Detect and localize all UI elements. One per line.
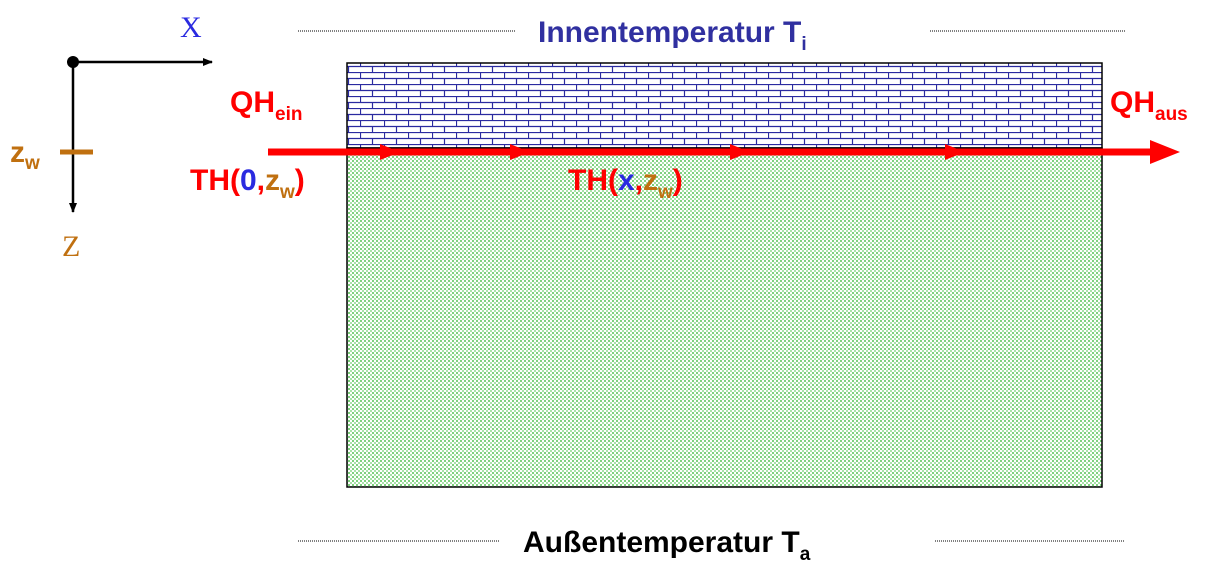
bottom-base: Außentemperatur T — [523, 526, 800, 559]
zw-base: z — [10, 136, 25, 169]
top-label: Innentemperatur Ti — [538, 16, 807, 55]
zw-label: zw — [10, 136, 40, 174]
flow-line — [268, 140, 1180, 164]
ground-layer — [346, 147, 1103, 488]
z-label: Z — [62, 230, 80, 263]
ts-suffix: ) — [295, 164, 305, 197]
zw-sub: w — [24, 153, 40, 174]
flow-in: QHein — [230, 86, 302, 125]
flow-out-sub: aus — [1155, 104, 1188, 125]
flow-out: QHaus — [1110, 86, 1188, 125]
flow-in-sub: ein — [275, 104, 302, 125]
tm-sep: , — [635, 164, 643, 197]
ts-sub: w — [279, 182, 295, 203]
ts-x: 0 — [240, 164, 257, 197]
flow-in-base: QH — [230, 86, 275, 119]
ts-prefix: TH( — [190, 164, 240, 197]
tm-z: z — [643, 164, 658, 197]
label-lines — [298, 30, 1125, 542]
wall-layer — [346, 62, 1103, 149]
ts-z: z — [265, 164, 280, 197]
bottom-sub: a — [800, 544, 811, 565]
top-base: Innentemperatur T — [538, 16, 801, 49]
flow-out-base: QH — [1110, 86, 1155, 119]
tm-x: x — [618, 164, 635, 197]
tm-suffix: ) — [673, 164, 683, 197]
tm-sub: w — [657, 182, 673, 203]
ts-sep: , — [257, 164, 265, 197]
top-sub: i — [801, 34, 806, 55]
axes — [60, 56, 213, 213]
x-label: X — [180, 11, 202, 44]
bottom-label: Außentemperatur Ta — [523, 526, 811, 565]
temp-mid: TH(x,zw) — [568, 164, 683, 203]
temp-start: TH(0,zw) — [190, 164, 305, 203]
tm-prefix: TH( — [568, 164, 618, 197]
